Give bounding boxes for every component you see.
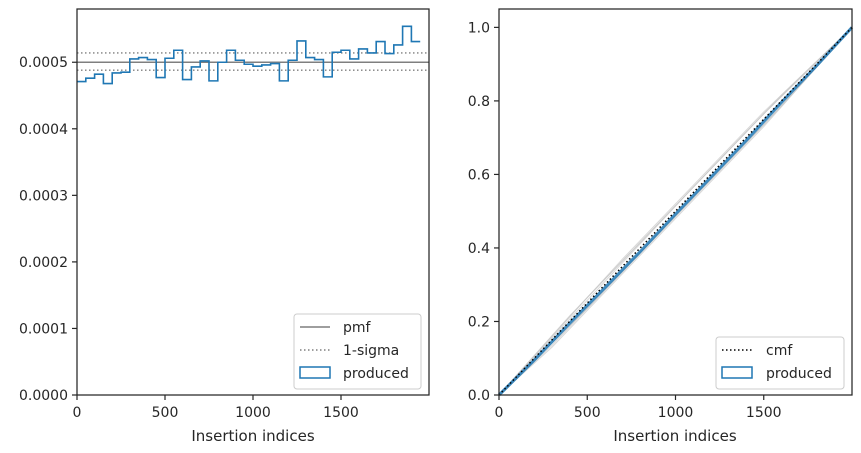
pmf-y-tick-label: 0.0000 — [19, 388, 68, 404]
produced-legend-swatch — [299, 366, 331, 379]
cmf-x-tick-label: 500 — [574, 405, 601, 421]
cmf-reference-line — [498, 26, 853, 396]
sigma-legend-label: 1-sigma — [343, 343, 399, 359]
cmf-y-tick-label: 0.4 — [468, 241, 490, 257]
pmf-legend-label: pmf — [343, 320, 372, 336]
pmf-y-tick-label: 0.0004 — [19, 122, 68, 138]
cmf-x-axis-label: Insertion indices — [613, 427, 736, 445]
pmf-axis-ticks: 0 500 1000 1500 0.0000 0.0001 0.0002 0.0003 0.00… — [19, 55, 359, 421]
pmf-x-axis-label: Insertion indices — [191, 427, 314, 445]
cmf-panel: 0 500 1000 1500 0.0 0.2 0.4 0.6 0.8 1.0 Insertion… — [468, 8, 854, 445]
produced-step-line — [77, 25, 421, 85]
produced-histogram — [77, 25, 421, 85]
pmf-y-tick-label: 0.0002 — [19, 255, 68, 271]
pmf-x-tick-label: 0 — [73, 405, 82, 421]
cmf-produced-legend-swatch — [721, 366, 753, 379]
cmf-legend: cmf produced — [715, 336, 845, 390]
pmf-y-tick-label: 0.0003 — [19, 188, 68, 204]
pmf-legend-box — [293, 313, 422, 390]
produced-cumulative — [497, 26, 854, 397]
cmf-y-tick-label: 1.0 — [468, 20, 490, 36]
pmf-legend: pmf 1-sigma produced — [293, 313, 422, 390]
cmf-legend-box — [715, 336, 845, 390]
pmf-x-tick-label: 1000 — [235, 405, 271, 421]
pmf-x-tick-label: 1500 — [323, 405, 359, 421]
cmf-x-tick-label: 0 — [495, 405, 504, 421]
cmf-line — [498, 26, 853, 396]
cmf-axis-ticks: 0 500 1000 1500 0.0 0.2 0.4 0.6 0.8 1.0 — [468, 20, 782, 421]
cmf-legend-label: cmf — [766, 343, 793, 359]
cmf-x-tick-label: 1500 — [746, 405, 782, 421]
pmf-axes-frame — [76, 8, 430, 396]
cmf-y-tick-label: 0.6 — [468, 167, 490, 183]
pmf-panel: 0 500 1000 1500 0.0000 0.0001 0.0002 0.0003 0.00… — [19, 8, 430, 445]
pmf-y-tick-label: 0.0005 — [19, 55, 68, 71]
cmf-y-tick-label: 0.2 — [468, 314, 490, 330]
cmf-x-tick-label: 1000 — [658, 405, 694, 421]
pmf-y-tick-label: 0.0001 — [19, 321, 68, 337]
cmf-y-tick-label: 0.0 — [468, 388, 490, 404]
cmf-spread-line — [498, 27, 853, 396]
cmf-produced-legend-label: produced — [766, 366, 832, 382]
produced-cumulative-line — [497, 26, 854, 397]
produced-legend-label: produced — [343, 366, 409, 382]
pmf-x-tick-label: 500 — [152, 405, 179, 421]
cmf-y-tick-label: 0.8 — [468, 94, 490, 110]
cmf-axes-frame — [498, 8, 853, 396]
